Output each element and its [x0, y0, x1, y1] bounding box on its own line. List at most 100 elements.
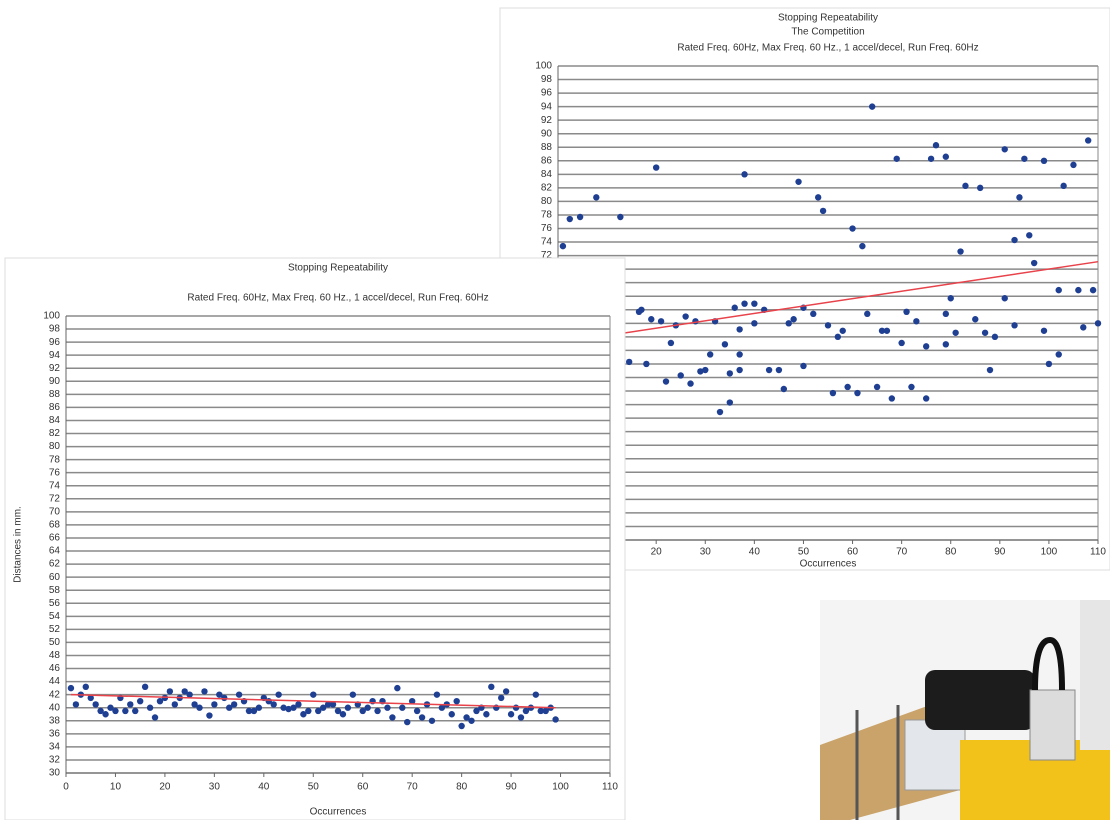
y-tick-label: 64	[49, 546, 61, 557]
data-point	[82, 683, 89, 691]
y-tick-label: 72	[49, 493, 61, 504]
x-tick-label: 110	[1090, 547, 1106, 558]
x-tick-label: 70	[896, 547, 908, 558]
data-point	[893, 155, 900, 162]
y-tick-label: 84	[541, 169, 553, 180]
y-tick-label: 90	[49, 376, 61, 387]
data-point	[329, 701, 337, 708]
y-tick-label: 78	[49, 454, 61, 465]
data-point	[751, 320, 758, 327]
data-point	[775, 366, 783, 374]
data-point	[559, 242, 567, 250]
chart-caption: Rated Freq. 60Hz, Max Freq. 60 Hz., 1 ac…	[187, 293, 488, 304]
data-point	[726, 399, 734, 406]
data-point	[428, 717, 436, 724]
data-point	[542, 707, 549, 715]
data-point	[1075, 286, 1082, 294]
data-point	[112, 707, 119, 715]
data-point	[976, 184, 984, 192]
data-point	[230, 701, 238, 708]
data-point	[1060, 182, 1067, 190]
y-tick-label: 38	[49, 715, 61, 726]
data-point	[736, 326, 743, 333]
data-point	[741, 171, 748, 178]
data-point	[349, 691, 357, 698]
y-tick-label: 86	[49, 402, 61, 413]
data-point	[942, 341, 950, 348]
y-tick-label: 40	[49, 702, 61, 713]
data-point	[408, 697, 416, 705]
chart-caption: Rated Freq. 60Hz, Max Freq. 60 Hz., 1 ac…	[677, 43, 978, 54]
data-point	[942, 310, 950, 318]
data-point	[280, 704, 287, 711]
data-point	[151, 714, 159, 721]
data-point	[617, 213, 624, 221]
x-axis-label: Occurrences	[800, 559, 857, 570]
x-tick-label: 0	[63, 782, 69, 793]
data-point	[389, 714, 396, 721]
data-point	[898, 339, 905, 347]
data-point	[235, 691, 243, 698]
data-point	[593, 194, 600, 201]
data-point	[952, 329, 959, 336]
y-tick-label: 78	[541, 210, 553, 221]
y-tick-label: 76	[49, 467, 61, 478]
data-point	[677, 372, 684, 379]
data-point	[859, 242, 866, 250]
x-tick-label: 60	[847, 547, 859, 558]
data-point	[1094, 320, 1102, 327]
data-point	[404, 718, 411, 726]
data-point	[97, 707, 104, 715]
data-point	[662, 378, 670, 385]
data-point	[810, 310, 817, 318]
y-tick-label: 94	[49, 350, 61, 361]
data-point	[305, 707, 312, 715]
panel	[904, 719, 966, 791]
data-point	[697, 368, 704, 375]
data-point	[517, 714, 525, 721]
data-point	[532, 691, 540, 698]
data-point	[290, 704, 297, 711]
y-tick-label: 50	[49, 637, 61, 648]
data-point	[473, 707, 480, 715]
data-point	[706, 351, 714, 358]
data-point	[922, 343, 930, 350]
y-tick-label: 30	[49, 768, 61, 779]
y-tick-label: 88	[49, 389, 61, 400]
y-tick-label: 52	[49, 624, 61, 635]
x-tick-label: 60	[357, 782, 369, 793]
data-point	[166, 688, 174, 695]
data-point	[657, 318, 665, 325]
data-point	[819, 207, 827, 215]
data-point	[211, 701, 218, 708]
data-point	[191, 701, 198, 708]
y-tick-label: 96	[541, 88, 553, 99]
data-point	[839, 327, 846, 334]
data-point	[888, 395, 896, 402]
chart-panel: Stopping Repeatability Rated Freq. 60Hz, …	[4, 257, 626, 821]
data-point	[463, 714, 470, 721]
data-point	[1084, 137, 1092, 144]
y-tick-label: 46	[49, 663, 61, 674]
data-point	[625, 358, 633, 366]
x-tick-label: 80	[456, 782, 468, 793]
y-tick-label: 66	[49, 533, 61, 544]
y-tick-label: 84	[49, 415, 61, 426]
data-point	[927, 155, 935, 162]
x-tick-label: 40	[749, 547, 761, 558]
x-tick-label: 40	[258, 782, 270, 793]
data-point	[67, 684, 75, 692]
data-point	[667, 339, 675, 347]
y-tick-label: 100	[43, 311, 60, 322]
data-point	[741, 300, 748, 307]
data-point	[181, 688, 188, 695]
data-point	[107, 704, 114, 711]
data-point	[932, 142, 940, 149]
y-tick-label: 74	[541, 237, 553, 248]
data-point	[221, 694, 228, 702]
data-point	[448, 711, 455, 718]
data-point	[507, 711, 515, 718]
y-tick-label: 70	[49, 506, 61, 517]
data-point	[201, 688, 208, 695]
data-point	[785, 320, 792, 327]
